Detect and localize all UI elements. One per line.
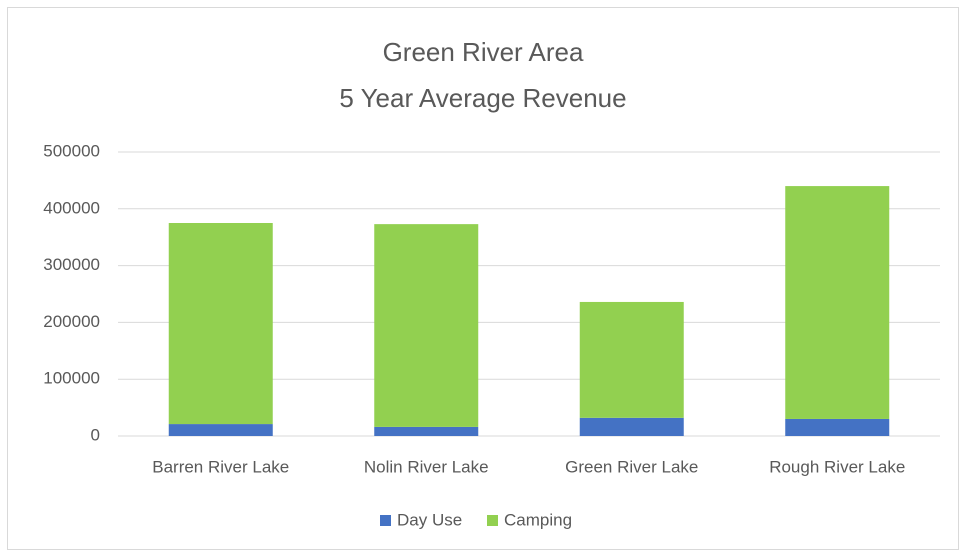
bar-segment [168, 223, 273, 425]
x-tick-label: Barren River Lake [152, 457, 289, 476]
y-tick-label: 400000 [43, 198, 100, 217]
legend-label: Day Use [397, 510, 462, 529]
x-tick-label: Nolin River Lake [364, 457, 489, 476]
bar-segment [374, 426, 479, 436]
x-tick-label: Rough River Lake [769, 457, 905, 476]
y-tick-label: 0 [91, 425, 100, 444]
legend-label: Camping [504, 510, 572, 529]
y-tick-label: 100000 [43, 369, 100, 388]
x-tick-label: Green River Lake [565, 457, 698, 476]
y-tick-label: 500000 [43, 141, 100, 160]
y-tick-label: 200000 [43, 312, 100, 331]
bar-segment [374, 224, 479, 427]
bar-segment [579, 301, 684, 418]
y-tick-label: 300000 [43, 255, 100, 274]
chart-title: Green River Area [383, 37, 584, 67]
legend-swatch [380, 515, 391, 526]
legend-swatch [487, 515, 498, 526]
chart-title: 5 Year Average Revenue [339, 83, 626, 113]
bar-segment [785, 418, 890, 436]
bar-segment [168, 424, 273, 436]
bar-segment [579, 417, 684, 436]
bar-segment [785, 186, 890, 419]
